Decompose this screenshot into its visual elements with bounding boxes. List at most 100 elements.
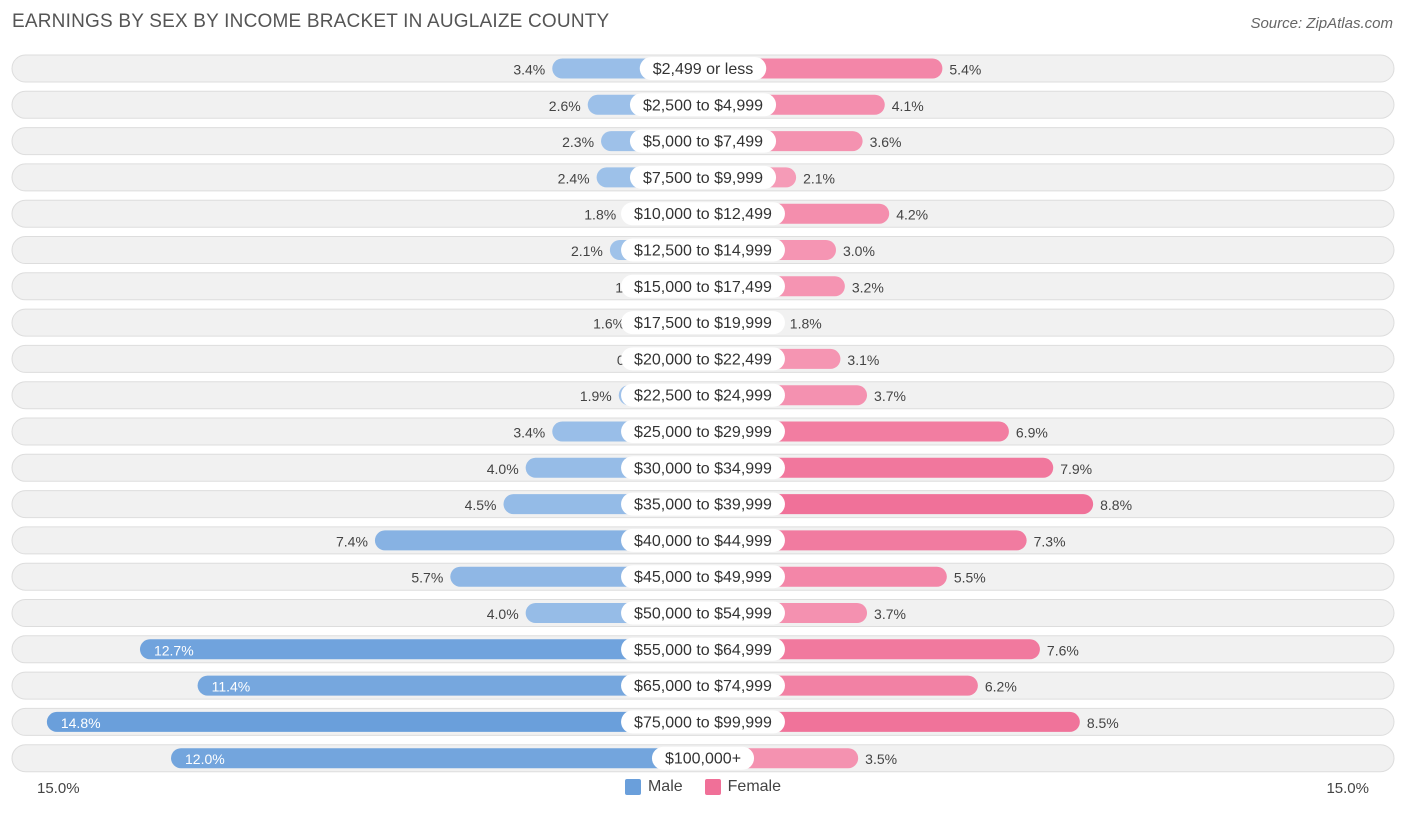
value-label-male: 1.8%: [584, 207, 616, 223]
category-label: $40,000 to $44,999: [634, 533, 772, 550]
category-pill: [621, 347, 785, 371]
category-pill: [651, 746, 755, 770]
value-label-female: 6.9%: [1016, 425, 1048, 441]
value-label-female: 3.5%: [865, 751, 897, 767]
bar-female: [703, 711, 1080, 732]
legend-swatch-male: [624, 779, 641, 795]
category-pill: [621, 202, 785, 226]
bar-male: [46, 711, 704, 732]
legend-label-female: Female: [727, 778, 782, 795]
value-label-female: 3.7%: [874, 606, 906, 622]
value-label-male: 7.4%: [336, 533, 368, 549]
legend-item-male[interactable]: Male: [624, 778, 683, 796]
value-label-female: 7.3%: [1034, 533, 1066, 549]
bar-male: [197, 675, 703, 696]
category-label: $22,500 to $24,999: [634, 388, 772, 405]
category-pill: [621, 528, 785, 552]
category-pill: [621, 565, 785, 589]
category-pill: [621, 274, 785, 298]
value-label-female: 5.4%: [949, 62, 981, 78]
category-pill: [621, 456, 785, 480]
category-label: $35,000 to $39,999: [634, 497, 772, 514]
value-label-female: 4.2%: [896, 207, 928, 223]
category-label: $5,000 to $7,499: [643, 134, 763, 151]
category-pill: [639, 57, 767, 80]
category-label: $75,000 to $99,999: [634, 714, 772, 731]
bar-female: [703, 457, 1054, 478]
category-pill: [621, 238, 785, 262]
value-label-male: 2.3%: [562, 134, 594, 150]
category-label: $15,000 to $17,499: [634, 279, 772, 296]
value-label-female: 1.8%: [790, 316, 822, 332]
category-label: $55,000 to $64,999: [634, 642, 772, 659]
category-pill: [629, 93, 777, 117]
category-pill: [621, 420, 785, 443]
category-pill: [621, 674, 785, 698]
category-label: $2,500 to $4,999: [643, 97, 763, 114]
value-label-male: 2.4%: [558, 170, 590, 186]
category-pill: [629, 129, 777, 153]
category-label: $25,000 to $29,999: [634, 424, 772, 441]
category-pill: [621, 383, 785, 407]
legend: Male Female: [0, 778, 1406, 796]
value-label-female: 2.1%: [803, 170, 835, 186]
value-label-female: 3.0%: [843, 243, 875, 259]
value-label-male: 14.8%: [61, 715, 101, 731]
value-label-male: 1.9%: [580, 388, 612, 404]
category-label: $7,500 to $9,999: [643, 170, 763, 187]
value-label-female: 3.7%: [874, 388, 906, 404]
bar-female: [703, 494, 1094, 515]
chart-title: EARNINGS BY SEX BY INCOME BRACKET IN AUG…: [12, 11, 610, 32]
bar-female: [703, 530, 1027, 551]
value-label-female: 7.6%: [1047, 642, 1079, 658]
category-pill: [621, 601, 785, 625]
value-label-male: 4.0%: [487, 606, 519, 622]
axis-right-label: 15.0%: [1326, 780, 1369, 797]
category-pill: [621, 492, 785, 516]
value-label-male: 12.7%: [154, 642, 194, 658]
value-label-male: 11.4%: [212, 679, 251, 695]
legend-swatch-female: [704, 779, 721, 795]
category-label: $20,000 to $22,499: [634, 351, 772, 368]
value-label-female: 8.5%: [1087, 715, 1119, 731]
value-label-female: 7.9%: [1060, 461, 1092, 477]
value-label-female: 6.2%: [985, 679, 1017, 695]
value-label-male: 3.4%: [513, 62, 545, 78]
value-label-female: 3.6%: [870, 134, 902, 150]
category-pill: [621, 710, 785, 734]
legend-item-female[interactable]: Female: [704, 778, 782, 796]
value-label-female: 5.5%: [954, 570, 986, 586]
value-label-male: 2.1%: [571, 243, 603, 259]
category-pill: [621, 311, 785, 335]
axis-left-label: 15.0%: [37, 780, 80, 797]
category-pill: [621, 637, 785, 661]
value-label-female: 8.8%: [1100, 497, 1132, 513]
bar-male: [374, 530, 703, 551]
value-label-male: 1.6%: [593, 316, 625, 332]
bar-male: [171, 748, 703, 769]
category-label: $65,000 to $74,999: [634, 678, 772, 695]
value-label-male: 12.0%: [185, 751, 225, 767]
category-pill: [629, 165, 777, 189]
category-label: $17,500 to $19,999: [634, 315, 772, 332]
category-label: $50,000 to $54,999: [634, 606, 772, 623]
category-label: $30,000 to $34,999: [634, 460, 772, 477]
bar-female: [703, 639, 1040, 660]
value-label-male: 4.5%: [465, 497, 497, 513]
value-label-male: 5.7%: [411, 570, 443, 586]
value-label-female: 3.2%: [852, 279, 884, 295]
category-label: $45,000 to $49,999: [634, 569, 772, 586]
bar-male: [139, 639, 703, 660]
value-label-male: 3.4%: [513, 425, 545, 441]
value-label-male: 4.0%: [487, 461, 519, 477]
value-label-male: 2.6%: [549, 98, 581, 114]
value-label-female: 4.1%: [892, 98, 924, 114]
category-label: $10,000 to $12,499: [634, 206, 772, 223]
legend-label-male: Male: [647, 778, 683, 795]
chart-source: Source: ZipAtlas.com: [1250, 15, 1393, 32]
category-label: $12,500 to $14,999: [634, 243, 772, 260]
category-label: $2,499 or less: [653, 61, 754, 78]
value-label-female: 3.1%: [847, 352, 879, 368]
category-label: $100,000+: [665, 751, 741, 768]
